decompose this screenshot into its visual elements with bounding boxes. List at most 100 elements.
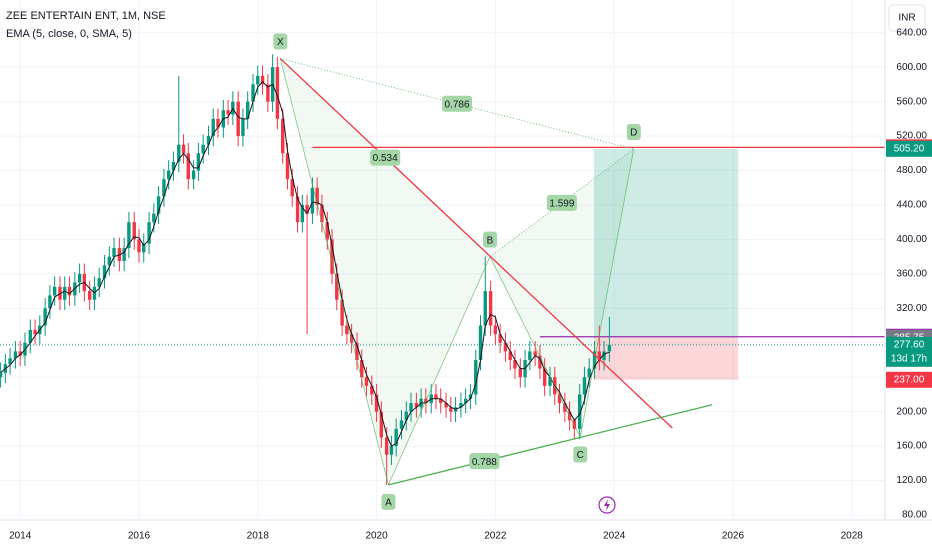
candle-body xyxy=(186,153,190,180)
y-tick-label: 520.00 xyxy=(896,131,927,142)
pattern-leg xyxy=(489,256,581,438)
candle-body xyxy=(112,248,116,257)
candle-body xyxy=(226,110,230,115)
candle-body xyxy=(77,273,82,283)
candle-body xyxy=(251,84,255,102)
candle-body xyxy=(315,187,319,205)
candle-body xyxy=(474,359,478,395)
candle-body xyxy=(156,196,161,214)
point-label: A xyxy=(385,498,392,509)
x-tick-label: 2016 xyxy=(128,531,151,542)
candle-body xyxy=(335,273,339,300)
y-tick-label: 120.00 xyxy=(896,475,927,486)
candle-body xyxy=(578,394,582,429)
candle-body xyxy=(548,377,552,386)
price-tag-label: 277.60 xyxy=(894,339,925,350)
candle-body xyxy=(290,179,294,197)
candle-body xyxy=(152,213,156,223)
loss-zone xyxy=(593,337,739,380)
candle-body xyxy=(493,325,498,335)
candle-body xyxy=(389,446,394,455)
candle-body xyxy=(468,394,473,399)
pattern-ratio-line xyxy=(280,58,634,150)
y-tick-label: 400.00 xyxy=(896,234,927,245)
candle-body xyxy=(142,243,146,253)
pattern-area xyxy=(280,58,491,485)
candle-body xyxy=(498,334,502,343)
point-label: C xyxy=(577,450,584,461)
candle-body xyxy=(236,101,240,137)
candle-body xyxy=(245,101,250,119)
point-badge xyxy=(483,231,498,248)
candle-body xyxy=(478,325,483,360)
x-tick-label: 2014 xyxy=(9,531,32,542)
currency-label: INR xyxy=(898,13,915,24)
candle-body xyxy=(513,359,517,369)
trendline xyxy=(279,58,673,429)
candle-body xyxy=(602,351,606,360)
x-tick-label: 2022 xyxy=(484,531,507,542)
candle-body xyxy=(355,342,359,360)
ratio-badge xyxy=(370,149,401,166)
candle-body xyxy=(305,204,309,214)
candle-body xyxy=(320,204,324,223)
trendline xyxy=(388,404,713,486)
candle-body xyxy=(256,75,260,85)
candle-body xyxy=(538,355,542,369)
candle-body xyxy=(607,344,612,352)
candle-body xyxy=(572,420,577,429)
candle-body xyxy=(439,398,443,404)
candle-body xyxy=(166,170,171,180)
candle-body xyxy=(102,265,107,279)
ratio-label: 0.534 xyxy=(373,153,398,164)
profit-zone xyxy=(593,148,739,338)
price-tag-label: 505.20 xyxy=(894,143,925,154)
candle-body xyxy=(582,377,587,395)
candle-body xyxy=(241,118,245,137)
candle-body xyxy=(275,67,280,119)
candle-body xyxy=(285,153,290,180)
candle-body xyxy=(177,144,181,162)
ratio-label: 0.786 xyxy=(445,99,470,110)
candle-body xyxy=(463,398,468,404)
x-tick-label: 2028 xyxy=(841,531,864,542)
candle-body xyxy=(122,248,126,261)
candle-body xyxy=(345,325,349,335)
candle-body xyxy=(13,351,18,359)
candle-body xyxy=(384,437,389,455)
candle-body xyxy=(196,153,201,171)
candle-body xyxy=(28,329,32,343)
point-badge xyxy=(273,33,288,50)
candle-body xyxy=(508,351,512,360)
indicator-label: EMA (5, close, 0, SMA, 5) xyxy=(6,28,132,40)
candle-body xyxy=(449,407,453,412)
y-tick-label: 320.00 xyxy=(896,303,927,314)
candle-body xyxy=(360,359,364,378)
candle-body xyxy=(310,187,315,214)
y-tick-label: 160.00 xyxy=(896,441,927,452)
candle-body xyxy=(132,222,136,240)
point-label: X xyxy=(277,37,284,48)
currency-button[interactable] xyxy=(888,4,926,32)
x-tick-label: 2018 xyxy=(247,531,270,542)
candle-body xyxy=(587,368,591,378)
y-tick-label: 600.00 xyxy=(896,62,927,73)
price-tag xyxy=(886,336,932,367)
price-tag xyxy=(886,140,932,157)
candle-body xyxy=(325,222,329,240)
point-badge xyxy=(573,446,588,463)
candle-body xyxy=(281,118,285,154)
candle-body xyxy=(533,351,537,356)
candle-body xyxy=(216,118,220,128)
candle-body xyxy=(147,222,151,244)
candle-body xyxy=(379,411,384,438)
x-tick-label: 2026 xyxy=(722,531,745,542)
pattern-area xyxy=(490,148,634,438)
event-icon[interactable] xyxy=(598,496,616,514)
candle-body xyxy=(444,403,448,408)
ratio-badge xyxy=(546,194,577,211)
price-tag xyxy=(886,371,932,388)
candle-body xyxy=(33,329,37,335)
candle-body xyxy=(211,118,215,137)
